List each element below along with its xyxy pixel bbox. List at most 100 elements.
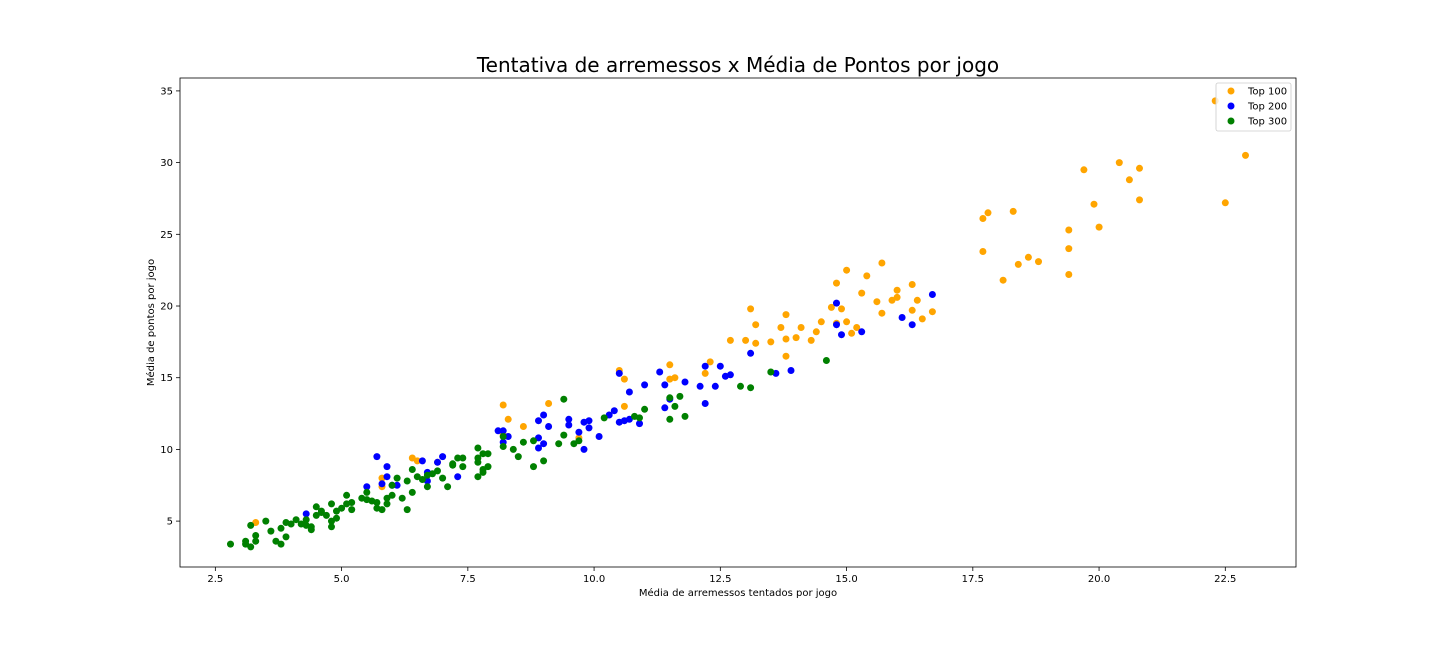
legend-label: Top 100 [1247,87,1287,98]
scatter-point-series-2-77 [317,509,325,516]
scatter-point-series-0-66 [545,400,553,407]
y-tick-label: 10 [160,445,173,456]
scatter-point-series-2-91 [272,537,280,545]
scatter-point-series-0-57 [706,358,714,366]
scatter-point-series-2-95 [252,537,260,545]
scatter-point-series-0-47 [782,311,790,319]
scatter-point-series-0-28 [888,296,896,304]
scatter-point-series-2-25 [499,443,507,450]
scatter-point-series-0-19 [979,215,987,222]
y-axis-label: Média de pontos por jogo [145,259,157,386]
x-tick-label: 7.5 [460,574,476,585]
scatter-point-series-2-84 [297,520,305,528]
scatter-point-series-1-41 [540,411,548,419]
scatter-point-series-0-27 [893,293,901,301]
scatter-point-series-2-24 [499,433,507,440]
x-tick-label: 2.5 [207,574,223,585]
scatter-point-series-0-50 [777,324,785,331]
scatter-point-series-1-44 [535,444,542,452]
scatter-point-series-2-96 [247,543,255,551]
y-tick-label: 30 [160,158,173,169]
scatter-point-series-1-28 [615,418,623,426]
scatter-point-series-1-13 [711,382,719,390]
scatter-point-series-0-24 [908,281,916,288]
scatter-point-series-2-55 [388,481,396,489]
scatter-point-series-2-71 [333,507,340,515]
scatter-point-series-2-49 [408,488,416,496]
scatter-point-series-1-7 [787,367,795,374]
scatter-point-series-2-41 [439,474,447,482]
chart-title: Tentativa de arremessos x Média de Ponto… [476,53,999,77]
scatter-point-series-0-34 [853,324,861,331]
scatter-point-series-0-43 [812,328,820,336]
scatter-point-series-2-51 [403,506,411,514]
scatter-point-series-2-89 [277,540,285,548]
scatter-point-series-2-36 [459,463,467,471]
scatter-point-series-2-56 [383,500,391,508]
scatter-point-series-0-15 [1014,260,1022,268]
scatter-point-series-0-58 [701,369,709,377]
scatter-point-series-0-44 [807,336,815,344]
scatter-point-series-1-0 [928,291,936,298]
x-tick-label: 17.5 [962,574,984,585]
scatter-point-series-0-22 [918,315,926,323]
scatter-point-series-2-16 [560,431,568,439]
scatter-point-series-1-57 [383,463,391,471]
x-tick-label: 20.0 [1088,574,1110,585]
scatter-point-series-2-68 [343,491,351,499]
scatter-point-series-1-34 [580,418,588,426]
scatter-point-series-1-51 [434,458,441,466]
scatter-point-series-2-67 [343,500,351,508]
scatter-point-series-1-29 [610,407,618,415]
scatter-point-series-0-39 [833,279,840,287]
scatter-point-series-2-50 [403,477,411,485]
scatter-point-series-2-90 [277,524,285,532]
scatter-point-series-0-10 [1065,226,1073,234]
scatter-point-series-1-2 [898,314,906,321]
scatter-point-series-0-62 [620,375,628,383]
scatter-point-series-2-93 [262,517,270,525]
scatter-point-series-1-38 [565,421,573,429]
scatter-point-series-0-37 [843,318,851,326]
x-tick-label: 15.0 [835,574,857,585]
legend-label: Top 300 [1247,117,1287,128]
scatter-point-series-1-45 [504,433,512,440]
scatter-point-series-1-6 [833,321,840,329]
scatter-point-series-0-13 [1035,258,1042,266]
scatter-point-series-2-2 [747,384,755,392]
scatter-point-series-2-30 [479,468,487,476]
scatter-point-series-1-16 [696,382,704,390]
scatter-point-series-1-23 [636,420,643,428]
scatter-point-series-1-4 [838,331,845,339]
scatter-point-series-1-62 [302,510,310,518]
scatter-point-series-0-26 [893,286,901,294]
scatter-point-series-2-94 [252,532,260,539]
scatter-point-series-1-31 [595,433,603,440]
scatter-point-series-2-39 [449,460,457,468]
scatter-point-series-0-60 [666,361,674,369]
scatter-point-series-1-21 [656,368,664,376]
scatter-point-series-1-3 [858,328,866,336]
scatter-point-series-1-15 [701,400,709,407]
scatter-point-series-1-60 [373,453,381,461]
x-axis-ticks: 2.5 5.0 7.5 10.0 12.5 15.0 17.5 20.0 22.5 [207,567,1236,585]
scatter-point-series-2-37 [454,454,462,462]
scatter-point-series-2-92 [267,527,275,535]
legend-label: Top 200 [1247,102,1287,113]
scatter-point-series-0-5 [1125,176,1133,184]
scatter-point-series-2-4 [681,412,689,420]
scatter-point-series-0-73 [408,454,416,462]
scatter-point-series-0-3 [1136,164,1143,172]
scatter-point-series-2-8 [666,415,674,423]
scatter-point-series-0-17 [999,276,1007,284]
scatter-point-series-2-99 [242,540,250,548]
scatter-point-series-0-1 [1221,199,1229,207]
scatter-point-series-2-6 [671,402,679,410]
scatter-point-series-2-97 [247,521,255,529]
scatter-point-series-2-45 [423,483,431,491]
plot-area-frame [179,77,1297,568]
scatter-point-series-1-48 [494,427,502,435]
scatter-point-series-2-88 [282,519,290,526]
legend: Top 100 Top 200 Top 300 [1215,82,1292,132]
